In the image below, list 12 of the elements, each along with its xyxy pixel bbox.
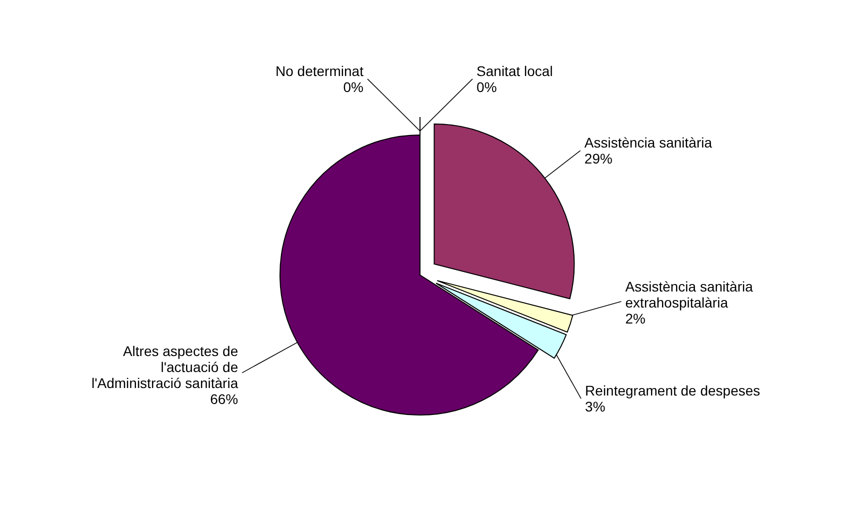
- data-label: 2%: [625, 310, 646, 326]
- slice-label: Altres aspectes de l'actuació de l'Administració sanitària: [91, 342, 238, 391]
- data-label: 66%: [210, 390, 238, 407]
- text: 0%: [343, 78, 364, 95]
- data-label: 3%: [585, 398, 606, 415]
- slice-label: Assistència sanitària extrahospitalària: [625, 278, 754, 310]
- category-label: No determinat: [276, 62, 364, 79]
- text: 0%: [476, 78, 497, 95]
- data-label: 29%: [584, 150, 612, 167]
- slice-label: Reintegrament de despeses: [585, 382, 760, 399]
- slice-label: Assistència sanitària: [584, 134, 712, 151]
- category-label: Sanitat local: [476, 62, 553, 79]
